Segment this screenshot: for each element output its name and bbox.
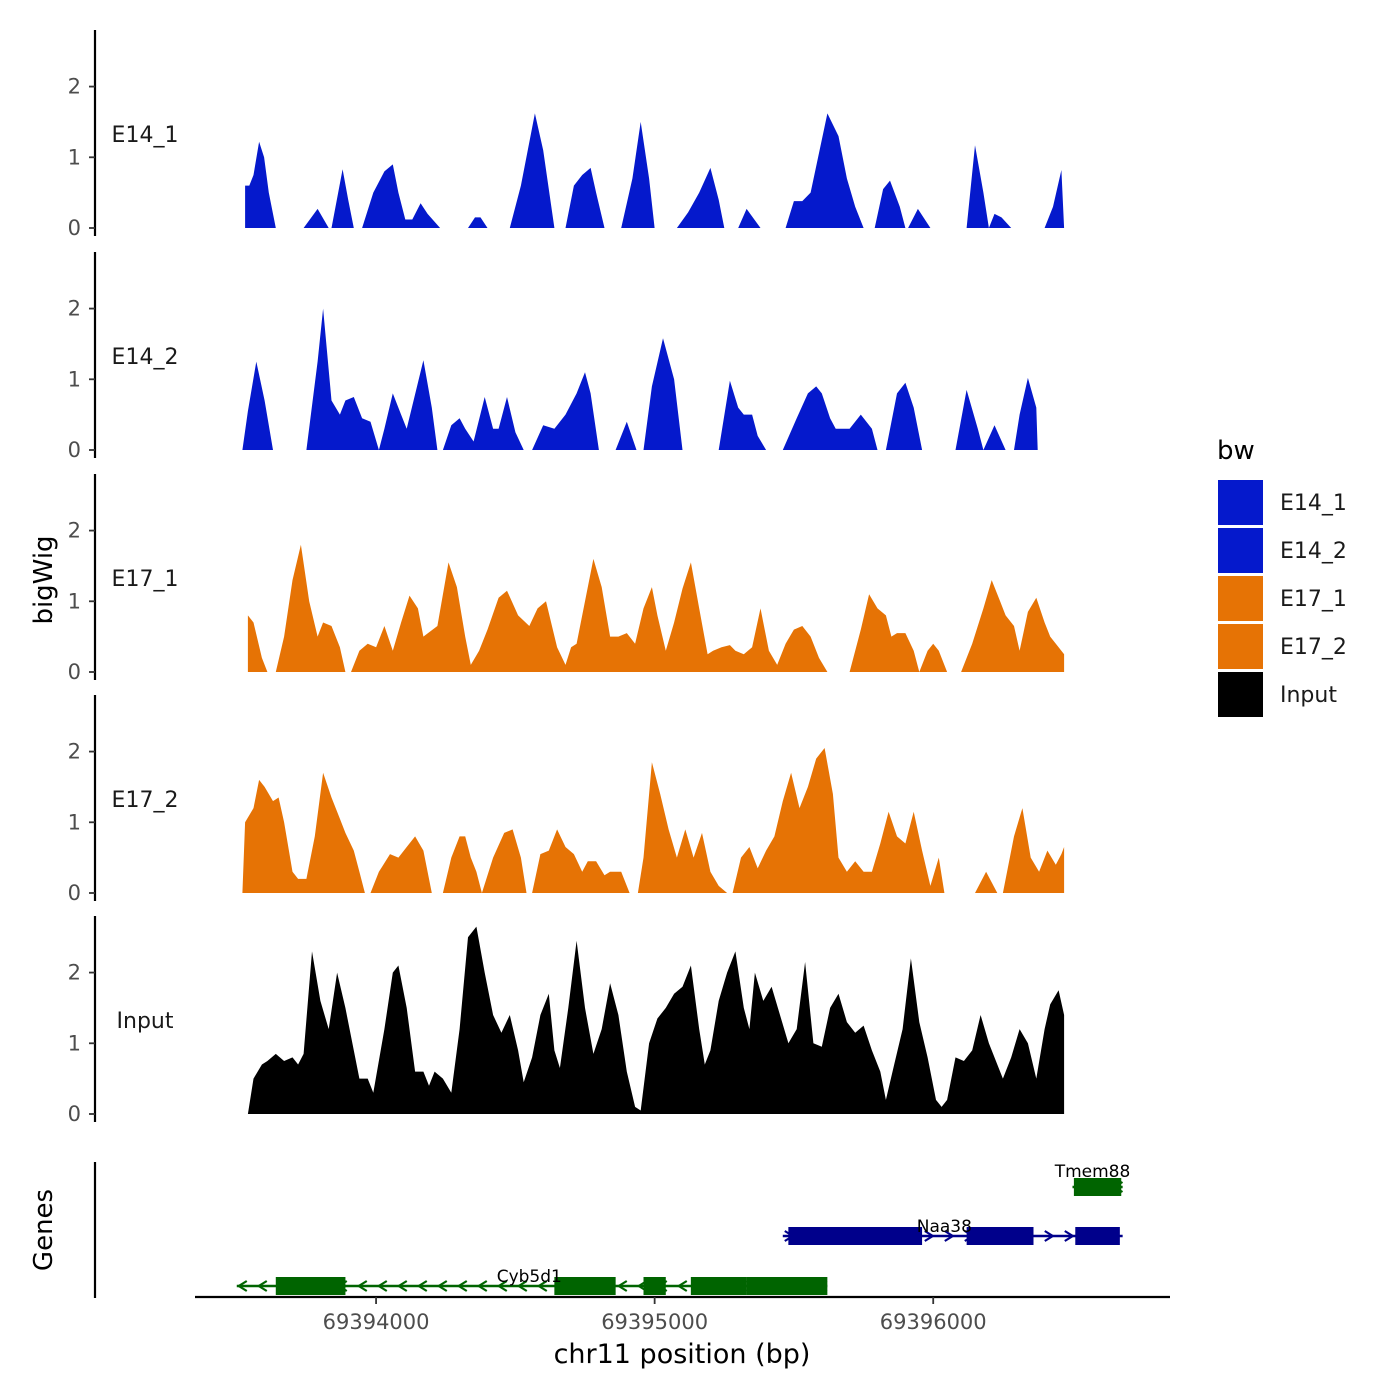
gene-Cyb5d1: Cyb5d1 xyxy=(236,1267,828,1295)
legend-label: Input xyxy=(1280,683,1337,708)
legend-key-Input xyxy=(1218,672,1263,717)
strand-arrow-icon xyxy=(676,1280,688,1292)
y-tick-label: 0 xyxy=(68,216,81,240)
strand-arrow-icon xyxy=(356,1280,368,1292)
track-E17_1: 0 1 2 E17_1 xyxy=(68,474,1065,684)
legend-key-E14_1 xyxy=(1218,480,1263,525)
track-label: E14_1 xyxy=(112,123,179,148)
y-axis-title: bigWig xyxy=(29,535,59,624)
gene-Tmem88: Tmem88 xyxy=(1054,1162,1131,1196)
legend-key-E14_2 xyxy=(1218,528,1263,573)
y-tick-label: 1 xyxy=(68,589,81,613)
y-tick-label: 1 xyxy=(68,145,81,169)
strand-arrow-icon xyxy=(236,1280,248,1292)
strand-arrow-icon xyxy=(1064,1230,1075,1242)
track-Input: 0 1 2 Input xyxy=(68,916,1065,1126)
gene-exon xyxy=(643,1277,666,1295)
legend-label: E17_2 xyxy=(1280,635,1347,660)
track-label: E17_1 xyxy=(112,567,179,592)
strand-arrow-icon xyxy=(456,1280,468,1292)
gene-label: Cyb5d1 xyxy=(497,1267,562,1287)
track-E14_2: 0 1 2 E14_2 xyxy=(68,252,1038,462)
x-tick-label: 69394000 xyxy=(323,1310,430,1334)
y-tick-label: 1 xyxy=(68,367,81,391)
y-tick-label: 2 xyxy=(68,961,81,985)
y-tick-label: 0 xyxy=(68,1102,81,1126)
gene-label: Tmem88 xyxy=(1054,1162,1131,1182)
strand-arrow-icon xyxy=(944,1230,955,1242)
gene-exon xyxy=(554,1277,616,1295)
x-tick-label: 69396000 xyxy=(880,1310,987,1334)
track-label: E14_2 xyxy=(112,345,179,370)
strand-arrow-icon xyxy=(376,1280,388,1292)
strand-arrow-icon xyxy=(416,1280,428,1292)
signal-area-E17_1 xyxy=(247,544,1065,672)
y-tick-label: 2 xyxy=(68,519,81,543)
signal-area-E14_2 xyxy=(242,308,1038,450)
gene-label: Naa38 xyxy=(917,1217,972,1237)
gene-exon xyxy=(966,1227,1034,1245)
gene-exon xyxy=(1075,1227,1120,1245)
signal-area-Input xyxy=(247,926,1065,1114)
legend-label: E17_1 xyxy=(1280,587,1347,612)
genes-panel: Tmem88 Naa38 Cyb5d1 xyxy=(93,1162,1131,1298)
y-tick-label: 0 xyxy=(68,438,81,462)
signal-area-E14_1 xyxy=(245,113,1065,228)
strand-arrow-icon xyxy=(1044,1230,1055,1242)
x-axis-title: chr11 position (bp) xyxy=(554,1339,811,1370)
track-E17_2: 0 1 2 E17_2 xyxy=(68,695,1065,905)
strand-arrow-icon xyxy=(516,1280,528,1292)
legend-title: bw xyxy=(1217,436,1255,466)
gene-exon xyxy=(746,1277,828,1295)
signal-tracks: 0 1 2 E14_1 0 1 2 E14_2 0 1 2 E17_1 0 1 2 E17_2 0 1 2 Input xyxy=(68,30,1065,1126)
strand-arrow-icon xyxy=(496,1280,508,1292)
strand-arrow-icon xyxy=(476,1280,488,1292)
gene-exon xyxy=(1073,1178,1122,1196)
signal-area-E17_2 xyxy=(242,748,1065,893)
gene-exon xyxy=(788,1227,923,1245)
track-label: E17_2 xyxy=(112,788,179,813)
legend-label: E14_2 xyxy=(1280,539,1347,564)
gene-Naa38: Naa38 xyxy=(782,1217,1123,1245)
strand-arrow-icon xyxy=(924,1230,935,1242)
gene-exon xyxy=(275,1277,346,1295)
legend-key-E17_1 xyxy=(1218,576,1263,621)
y-tick-label: 2 xyxy=(68,740,81,764)
x-tick-label: 69395000 xyxy=(601,1310,708,1334)
x-axis: 69394000 69395000 69396000 xyxy=(195,1295,1170,1334)
strand-arrow-icon xyxy=(256,1280,268,1292)
y-tick-label: 1 xyxy=(68,810,81,834)
genes-axis-title: Genes xyxy=(29,1189,59,1271)
track-label: Input xyxy=(117,1009,174,1034)
y-tick-label: 2 xyxy=(68,297,81,321)
track-E14_1: 0 1 2 E14_1 xyxy=(68,30,1065,240)
strand-arrow-icon xyxy=(616,1280,628,1292)
y-tick-label: 0 xyxy=(68,881,81,905)
strand-arrow-icon xyxy=(536,1280,548,1292)
strand-arrow-icon xyxy=(436,1280,448,1292)
strand-arrow-icon xyxy=(396,1280,408,1292)
y-tick-label: 2 xyxy=(68,75,81,99)
y-tick-label: 1 xyxy=(68,1031,81,1055)
legend: bw E14_1 E14_2 E17_1 E17_2 Input xyxy=(1217,436,1347,717)
legend-label: E14_1 xyxy=(1280,491,1347,516)
y-tick-label: 0 xyxy=(68,660,81,684)
legend-key-E17_2 xyxy=(1218,624,1263,669)
gene-exon xyxy=(690,1277,747,1295)
